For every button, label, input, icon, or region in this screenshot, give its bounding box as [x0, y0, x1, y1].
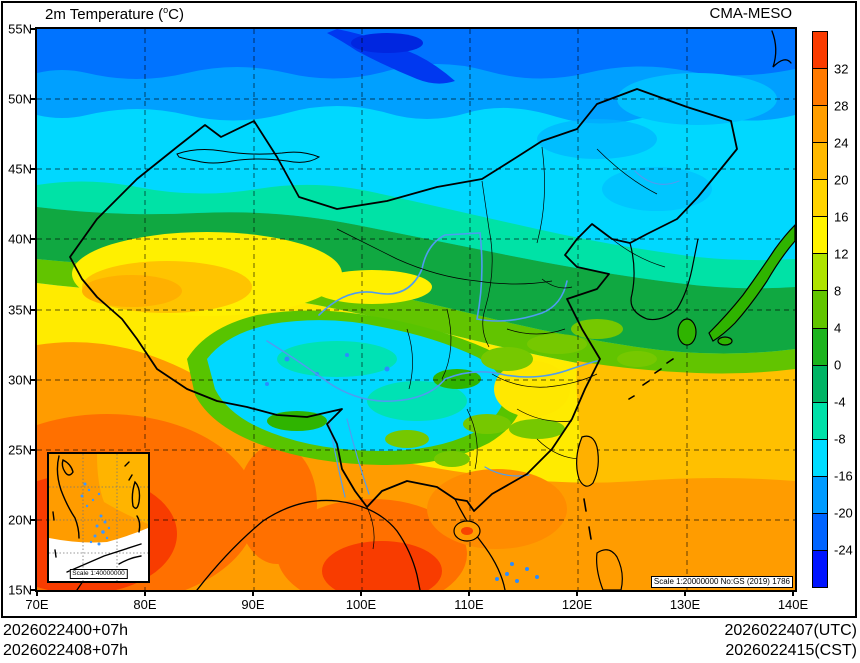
colorbar-segment [813, 476, 827, 514]
degree-symbol: o [163, 5, 169, 15]
inset-gridlines [49, 454, 148, 581]
colorbar-tick-label: -8 [834, 431, 846, 447]
colorbar-segment [813, 254, 827, 292]
lat-tick-mark [30, 98, 36, 101]
map-scale-note: Scale 1:20000000 No:GS (2019) 1786 [650, 576, 793, 588]
lat-tick-label: 50N [8, 91, 32, 107]
colorbar-segment [813, 217, 827, 255]
colorbar-segment [813, 143, 827, 181]
colorbar-tick-label: 16 [834, 209, 849, 225]
colorbar-tick-label: 24 [834, 135, 849, 151]
colorbar-tick-label: 4 [834, 320, 842, 336]
lon-tick-label: 140E [777, 597, 809, 612]
footer-left-line: 2026022408+07h [3, 642, 129, 659]
colorbar-segment [813, 32, 827, 70]
colorbar-segment [813, 513, 827, 551]
graticule-gridlines [37, 29, 795, 590]
colorbar-tick-label: -20 [834, 505, 853, 521]
lon-tick-label: 70E [25, 597, 49, 612]
lat-tick-label: 30N [8, 372, 32, 388]
lon-tick-label: 120E [561, 597, 593, 612]
temperature-colorbar [812, 31, 828, 588]
lon-tick-mark [792, 590, 794, 596]
colorbar-tick-label: 12 [834, 246, 849, 262]
lat-tick-label: 35N [8, 302, 32, 317]
colorbar-segment [813, 402, 827, 440]
lat-tick-mark [30, 589, 36, 591]
lon-tick-mark [360, 590, 362, 596]
lat-tick-label: 25N [8, 442, 32, 458]
footer-init-times: 2026022400+07h 2026022408+07h [3, 621, 128, 661]
lat-tick-label: 45N [8, 161, 32, 177]
colorbar-segment [813, 180, 827, 218]
lat-tick-mark [30, 238, 36, 241]
lake-dots [265, 353, 539, 583]
colorbar-tick-label: 20 [834, 172, 849, 188]
footer-left-line: 2026022400+07h [3, 622, 129, 639]
temperature-map: Scale 1:20000000 No:GS (2019) 1786 [35, 27, 797, 592]
lat-tick-label: 40N [8, 231, 32, 247]
lat-tick-mark [30, 378, 36, 381]
province-borders [336, 146, 666, 550]
lat-tick-mark [30, 448, 36, 451]
colorbar-tick-label: -4 [834, 394, 846, 410]
lon-tick-mark [576, 590, 578, 596]
lon-tick-label: 80E [133, 597, 157, 612]
lon-tick-label: 110E [454, 597, 484, 612]
colorbar-segment [813, 365, 827, 403]
colorbar-tick-label: -24 [834, 542, 853, 558]
inset-scale-note: Scale 1:40000000 [69, 569, 128, 579]
colorbar-segment [813, 106, 827, 144]
colorbar-segment [813, 439, 827, 477]
inset-coastlines [52, 455, 142, 573]
lon-tick-mark [144, 590, 146, 596]
colorbar-tick-label: 32 [834, 61, 849, 77]
lat-tick-label: 55N [8, 21, 32, 37]
colorbar-segment [813, 550, 827, 587]
lon-tick-label: 90E [241, 597, 265, 612]
temperature-field-svg [37, 29, 795, 590]
inset-map-svg [49, 454, 148, 581]
rivers [266, 170, 680, 498]
colorbar-segment [813, 328, 827, 366]
lon-tick-mark [36, 590, 38, 596]
title-prefix: 2m Temperature ( [45, 6, 164, 23]
south-china-sea-inset: Scale 1:40000000 [47, 452, 150, 583]
lat-tick-mark [30, 28, 36, 30]
lon-tick-label: 130E [669, 597, 701, 612]
lon-tick-label: 100E [345, 597, 377, 612]
lon-tick-mark [252, 590, 254, 596]
colorbar-segment [813, 69, 827, 107]
lat-tick-mark [30, 308, 36, 311]
lat-tick-label: 15N [8, 582, 32, 598]
footer-right-line: 2026022407(UTC) [724, 622, 857, 639]
lon-tick-mark [468, 590, 470, 596]
colorbar-tick-label: -16 [834, 468, 853, 484]
lat-tick-mark [30, 518, 36, 521]
colorbar-tick-label: 28 [834, 98, 849, 114]
inset-shoal-dots [80, 482, 111, 546]
colorbar-tick-label: 8 [834, 283, 842, 299]
lat-tick-label: 20N [8, 512, 32, 528]
colorbar-tick-label: 0 [834, 357, 842, 373]
temperature-field [37, 29, 795, 590]
country-borders [69, 88, 738, 512]
footer-right-line: 2026022415(CST) [725, 642, 857, 659]
lat-tick-mark [30, 168, 36, 171]
model-name-label: CMA-MESO [709, 5, 793, 22]
island-shapes [453, 224, 795, 590]
colorbar-segment [813, 291, 827, 329]
footer-valid-times: 2026022407(UTC) 2026022415(CST) [724, 621, 857, 661]
title-suffix: C) [168, 6, 184, 23]
lon-tick-mark [684, 590, 686, 596]
page-title: 2m Temperature (oC) [45, 5, 184, 23]
